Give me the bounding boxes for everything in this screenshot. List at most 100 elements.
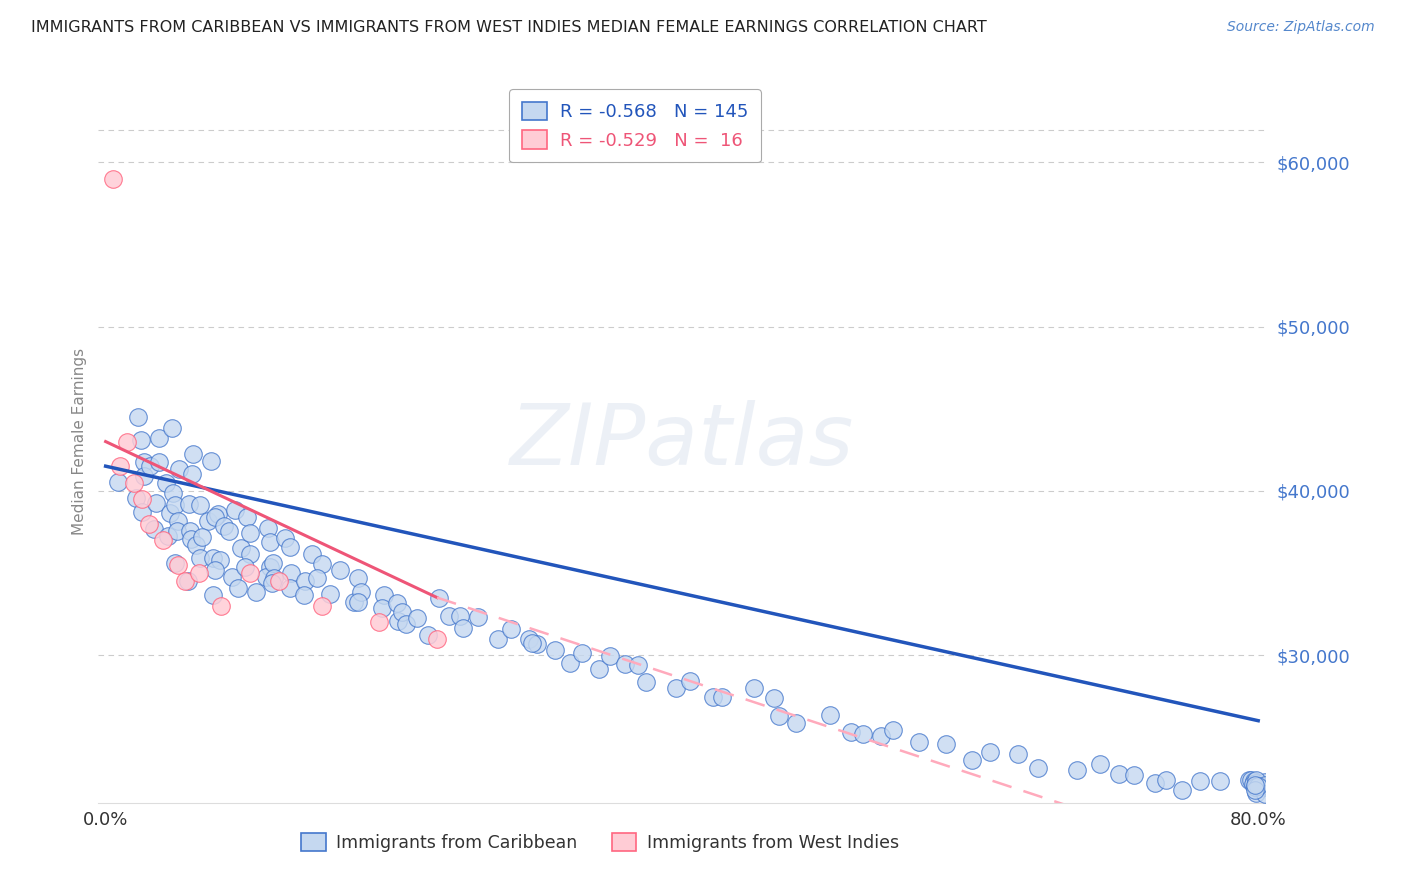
Point: [166, 524, 188, 539]
Point: [231, 541, 253, 555]
Point: [368, 615, 391, 629]
Point: [138, 516, 160, 531]
Point: [131, 491, 153, 506]
Point: [1250, 781, 1272, 796]
Point: [319, 587, 342, 601]
Point: [785, 715, 807, 730]
Point: [560, 656, 582, 670]
Point: [1171, 782, 1194, 797]
Point: [181, 467, 204, 482]
Point: [1108, 767, 1130, 781]
Point: [188, 498, 211, 512]
Point: [180, 532, 202, 546]
Point: [1247, 782, 1270, 797]
Point: [301, 547, 323, 561]
Point: [1090, 756, 1112, 771]
Point: [1143, 776, 1166, 790]
Point: [702, 690, 724, 705]
Point: [1240, 772, 1263, 787]
Point: [177, 574, 200, 588]
Point: [148, 431, 170, 445]
Point: [869, 729, 891, 743]
Point: [416, 627, 439, 641]
Point: [169, 462, 191, 476]
Point: [385, 596, 408, 610]
Point: [239, 526, 262, 541]
Point: [226, 581, 249, 595]
Point: [190, 530, 212, 544]
Point: [742, 681, 765, 696]
Point: [979, 745, 1001, 759]
Text: ZIPatlas: ZIPatlas: [510, 400, 853, 483]
Point: [499, 622, 522, 636]
Point: [1246, 780, 1268, 794]
Point: [224, 503, 246, 517]
Point: [163, 556, 186, 570]
Point: [526, 637, 548, 651]
Point: [768, 709, 790, 723]
Point: [239, 566, 262, 580]
Point: [1123, 768, 1146, 782]
Point: [132, 469, 155, 483]
Point: [839, 725, 862, 739]
Point: [636, 674, 658, 689]
Point: [437, 608, 460, 623]
Point: [278, 581, 301, 595]
Point: [204, 509, 226, 524]
Point: [852, 727, 875, 741]
Y-axis label: Median Female Earnings: Median Female Earnings: [72, 348, 87, 535]
Point: [167, 515, 190, 529]
Point: [162, 486, 184, 500]
Point: [711, 690, 734, 704]
Point: [280, 540, 302, 554]
Point: [449, 608, 471, 623]
Point: [935, 737, 957, 751]
Point: [1247, 779, 1270, 793]
Point: [373, 588, 395, 602]
Point: [1253, 774, 1275, 789]
Point: [127, 409, 149, 424]
Point: [280, 566, 302, 580]
Point: [349, 585, 371, 599]
Point: [387, 614, 409, 628]
Point: [188, 566, 211, 580]
Point: [305, 571, 328, 585]
Point: [143, 523, 166, 537]
Point: [163, 498, 186, 512]
Point: [145, 496, 167, 510]
Point: [311, 557, 333, 571]
Point: [267, 574, 290, 588]
Point: [245, 584, 267, 599]
Point: [209, 599, 232, 613]
Point: [125, 491, 148, 505]
Point: [1254, 778, 1277, 792]
Point: [1208, 774, 1230, 789]
Point: [101, 171, 124, 186]
Point: [129, 433, 152, 447]
Point: [599, 648, 621, 663]
Point: [201, 550, 224, 565]
Point: [254, 569, 277, 583]
Point: [1244, 783, 1267, 797]
Point: [678, 673, 700, 688]
Point: [292, 588, 315, 602]
Point: [162, 421, 184, 435]
Point: [907, 735, 929, 749]
Point: [259, 534, 281, 549]
Point: [544, 643, 567, 657]
Point: [818, 707, 841, 722]
Point: [1237, 773, 1260, 788]
Point: [173, 574, 195, 588]
Point: [166, 558, 188, 572]
Text: IMMIGRANTS FROM CARIBBEAN VS IMMIGRANTS FROM WEST INDIES MEDIAN FEMALE EARNINGS : IMMIGRANTS FROM CARIBBEAN VS IMMIGRANTS …: [31, 20, 987, 35]
Point: [259, 559, 281, 574]
Point: [273, 531, 295, 545]
Point: [177, 497, 200, 511]
Point: [1007, 747, 1029, 761]
Point: [1241, 777, 1264, 791]
Point: [486, 632, 509, 646]
Point: [1066, 763, 1088, 777]
Point: [233, 560, 256, 574]
Point: [262, 557, 284, 571]
Point: [179, 524, 201, 538]
